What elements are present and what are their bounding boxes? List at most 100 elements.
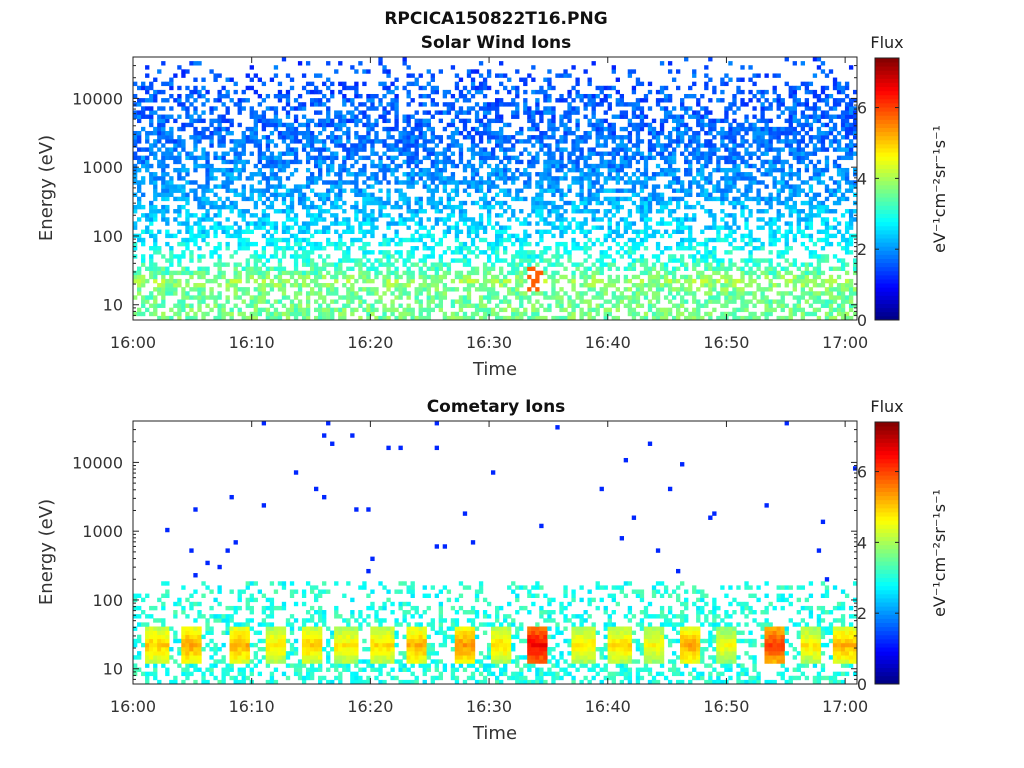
heatmap-cell [571, 139, 576, 144]
heatmap-cell [261, 81, 267, 87]
heatmap-cell [716, 188, 721, 193]
heatmap-cell [406, 143, 411, 148]
heatmap-cell [752, 163, 757, 169]
heatmap-cell [760, 291, 765, 296]
heatmap-cell [362, 143, 367, 148]
heatmap-cell [177, 196, 182, 202]
heatmap-cell [402, 114, 407, 119]
heatmap-cell [659, 266, 665, 271]
heatmap-cell [422, 315, 427, 321]
heatmap-cell [137, 287, 142, 292]
heatmap-cell [720, 200, 725, 206]
heatmap-cell [205, 229, 210, 234]
heatmap-cell [499, 135, 504, 140]
heatmap-cell [571, 200, 576, 206]
heatmap-cell [486, 102, 492, 107]
heatmap-cell [257, 225, 263, 230]
heatmap-cell [297, 274, 303, 280]
heatmap-cell [237, 151, 242, 156]
heatmap-cell [655, 254, 661, 259]
heatmap-cell [466, 229, 472, 234]
heatmap-cell [551, 106, 556, 111]
heatmap-cell [458, 180, 464, 185]
heatmap-cell [301, 73, 307, 78]
heatmap-cell [149, 93, 154, 99]
heatmap-cell [410, 246, 415, 251]
heatmap-cell [507, 122, 512, 128]
heatmap-cell [213, 303, 218, 308]
heatmap-cell [261, 287, 267, 292]
heatmap-cell [181, 106, 186, 111]
heatmap-cell [559, 307, 564, 313]
heatmap-cell [482, 192, 488, 198]
heatmap-cell [241, 147, 246, 152]
heatmap-cell [161, 217, 166, 222]
heatmap-cell [442, 184, 448, 189]
heatmap-cell [153, 295, 158, 300]
heatmap-cell [157, 159, 162, 165]
heatmap-cell [555, 188, 560, 193]
heatmap-cell [165, 283, 170, 288]
heatmap-cell [655, 287, 661, 292]
heatmap-cell [301, 200, 307, 206]
heatmap-cell [346, 229, 351, 234]
heatmap-cell [708, 159, 713, 165]
heatmap-cell [354, 81, 359, 87]
heatmap-cell [736, 167, 741, 173]
heatmap-cell [539, 200, 544, 206]
heatmap-cell [603, 188, 608, 193]
heatmap-cell [177, 135, 182, 140]
heatmap-cell [615, 180, 620, 185]
heatmap-cell [663, 204, 669, 210]
heatmap-cell [346, 225, 351, 230]
heatmap-cell [314, 98, 319, 103]
heatmap-cell [185, 311, 190, 317]
heatmap-cell [511, 307, 516, 313]
heatmap-cell [643, 93, 649, 99]
heatmap-cell [704, 151, 709, 156]
heatmap-cell [442, 270, 448, 276]
heatmap-cell [563, 241, 568, 247]
heatmap-cell [555, 147, 560, 152]
heatmap-cell [599, 278, 604, 284]
heatmap-cell [607, 93, 612, 99]
heatmap-cell [515, 196, 520, 202]
heatmap-cell [567, 303, 572, 308]
heatmap-cell [684, 147, 689, 152]
heatmap-cell [297, 184, 303, 189]
heatmap-cell [527, 139, 532, 144]
heatmap-cell [326, 192, 331, 198]
heatmap-cell [495, 139, 500, 144]
heatmap-cell [394, 147, 399, 152]
heatmap-cell [470, 69, 476, 74]
heatmap-cell [507, 291, 512, 296]
heatmap-cell [153, 274, 158, 280]
heatmap-cell [181, 139, 186, 144]
heatmap-cell [539, 258, 544, 263]
heatmap-cell [667, 278, 673, 284]
heatmap-cell [197, 270, 202, 276]
heatmap-cell [732, 291, 737, 296]
heatmap-cell [165, 278, 170, 284]
heatmap-cell [490, 225, 496, 230]
heatmap-cell [551, 225, 556, 230]
heatmap-cell [358, 274, 363, 280]
heatmap-cell [245, 262, 250, 267]
heatmap-cell [603, 291, 608, 296]
heatmap-cell [430, 295, 435, 300]
heatmap-cell [398, 241, 403, 247]
heatmap-cell [342, 102, 347, 107]
heatmap-cell [217, 303, 222, 308]
heatmap-cell [173, 233, 178, 239]
heatmap-cell [688, 172, 693, 177]
heatmap-cell [539, 114, 544, 119]
heatmap-cell [490, 147, 496, 152]
heatmap-cell [398, 274, 403, 280]
heatmap-cell [193, 77, 198, 82]
heatmap-cell [330, 204, 335, 210]
heatmap-cell [470, 278, 476, 284]
heatmap-cell [499, 176, 504, 181]
heatmap-cell [374, 163, 379, 169]
heatmap-cell [575, 135, 580, 140]
heatmap-cell [265, 291, 271, 296]
